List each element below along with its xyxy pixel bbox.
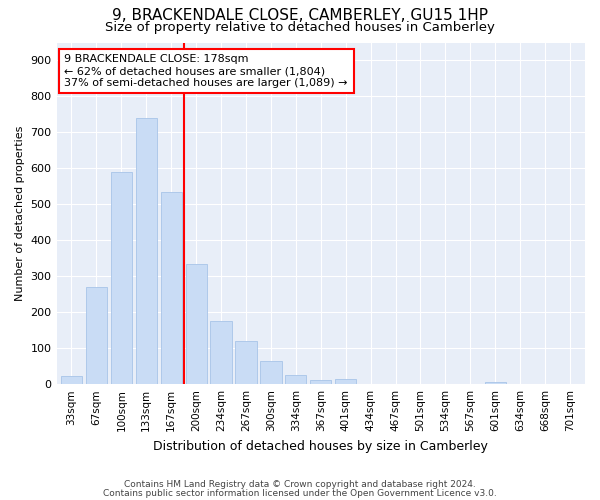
Bar xyxy=(260,361,281,384)
Bar xyxy=(86,287,107,384)
Bar xyxy=(285,375,307,384)
Text: Contains HM Land Registry data © Crown copyright and database right 2024.: Contains HM Land Registry data © Crown c… xyxy=(124,480,476,489)
X-axis label: Distribution of detached houses by size in Camberley: Distribution of detached houses by size … xyxy=(154,440,488,452)
Bar xyxy=(61,376,82,384)
Bar xyxy=(211,321,232,384)
Bar xyxy=(485,382,506,384)
Bar xyxy=(335,379,356,384)
Bar xyxy=(161,192,182,384)
Bar xyxy=(310,380,331,384)
Text: Size of property relative to detached houses in Camberley: Size of property relative to detached ho… xyxy=(105,21,495,34)
Bar xyxy=(111,172,132,384)
Text: Contains public sector information licensed under the Open Government Licence v3: Contains public sector information licen… xyxy=(103,489,497,498)
Bar xyxy=(136,118,157,384)
Bar xyxy=(235,341,257,384)
Text: 9 BRACKENDALE CLOSE: 178sqm
← 62% of detached houses are smaller (1,804)
37% of : 9 BRACKENDALE CLOSE: 178sqm ← 62% of det… xyxy=(64,54,348,88)
Text: 9, BRACKENDALE CLOSE, CAMBERLEY, GU15 1HP: 9, BRACKENDALE CLOSE, CAMBERLEY, GU15 1H… xyxy=(112,8,488,22)
Bar xyxy=(185,264,207,384)
Y-axis label: Number of detached properties: Number of detached properties xyxy=(15,126,25,301)
